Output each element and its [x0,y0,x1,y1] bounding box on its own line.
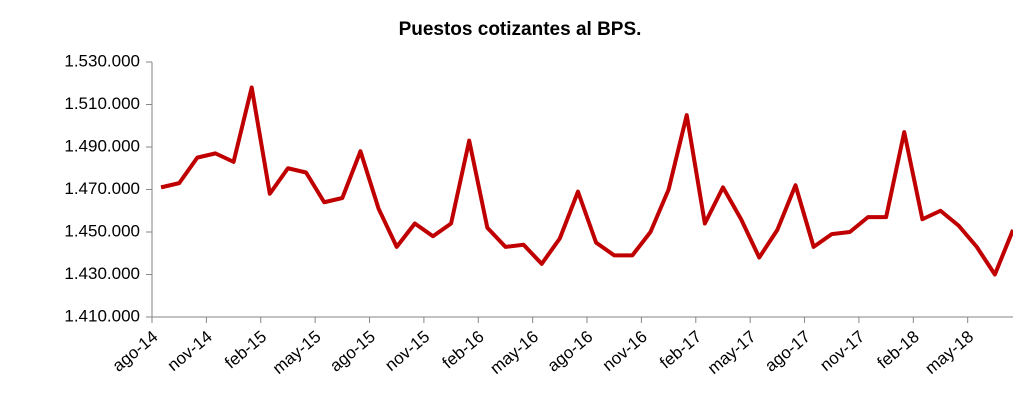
y-tick-label: 1.470.000 [64,179,140,198]
y-tick-label: 1.510.000 [64,94,140,113]
series-line [160,85,1013,277]
chart-title: Puestos cotizantes al BPS. [399,19,642,40]
y-tick-label: 1.490.000 [64,136,140,155]
x-tick-label: may-15 [269,327,325,378]
x-tick-label: may-16 [486,327,542,378]
x-tick-label: feb-16 [439,327,488,373]
x-tick-label: ago-14 [109,327,162,376]
x-tick-label: nov-16 [599,327,651,375]
x-tick-label: feb-18 [874,327,923,373]
x-tick-label: nov-15 [381,327,433,375]
x-tick-label: ago-16 [544,327,597,376]
y-tick-label: 1.410.000 [64,306,140,325]
x-tick-label: may-18 [921,327,977,378]
x-tick-label: ago-15 [326,327,379,376]
x-tick-label: feb-17 [656,327,705,373]
y-tick-label: 1.530.000 [64,51,140,70]
y-tick-label: 1.450.000 [64,221,140,240]
y-tick-label: 1.430.000 [64,264,140,283]
x-tick-label: nov-14 [164,327,216,375]
x-tick-label: feb-15 [221,327,270,373]
x-tick-label: ago-17 [761,327,814,376]
x-tick-label: may-17 [704,327,760,378]
x-tick-label: nov-17 [816,327,868,375]
